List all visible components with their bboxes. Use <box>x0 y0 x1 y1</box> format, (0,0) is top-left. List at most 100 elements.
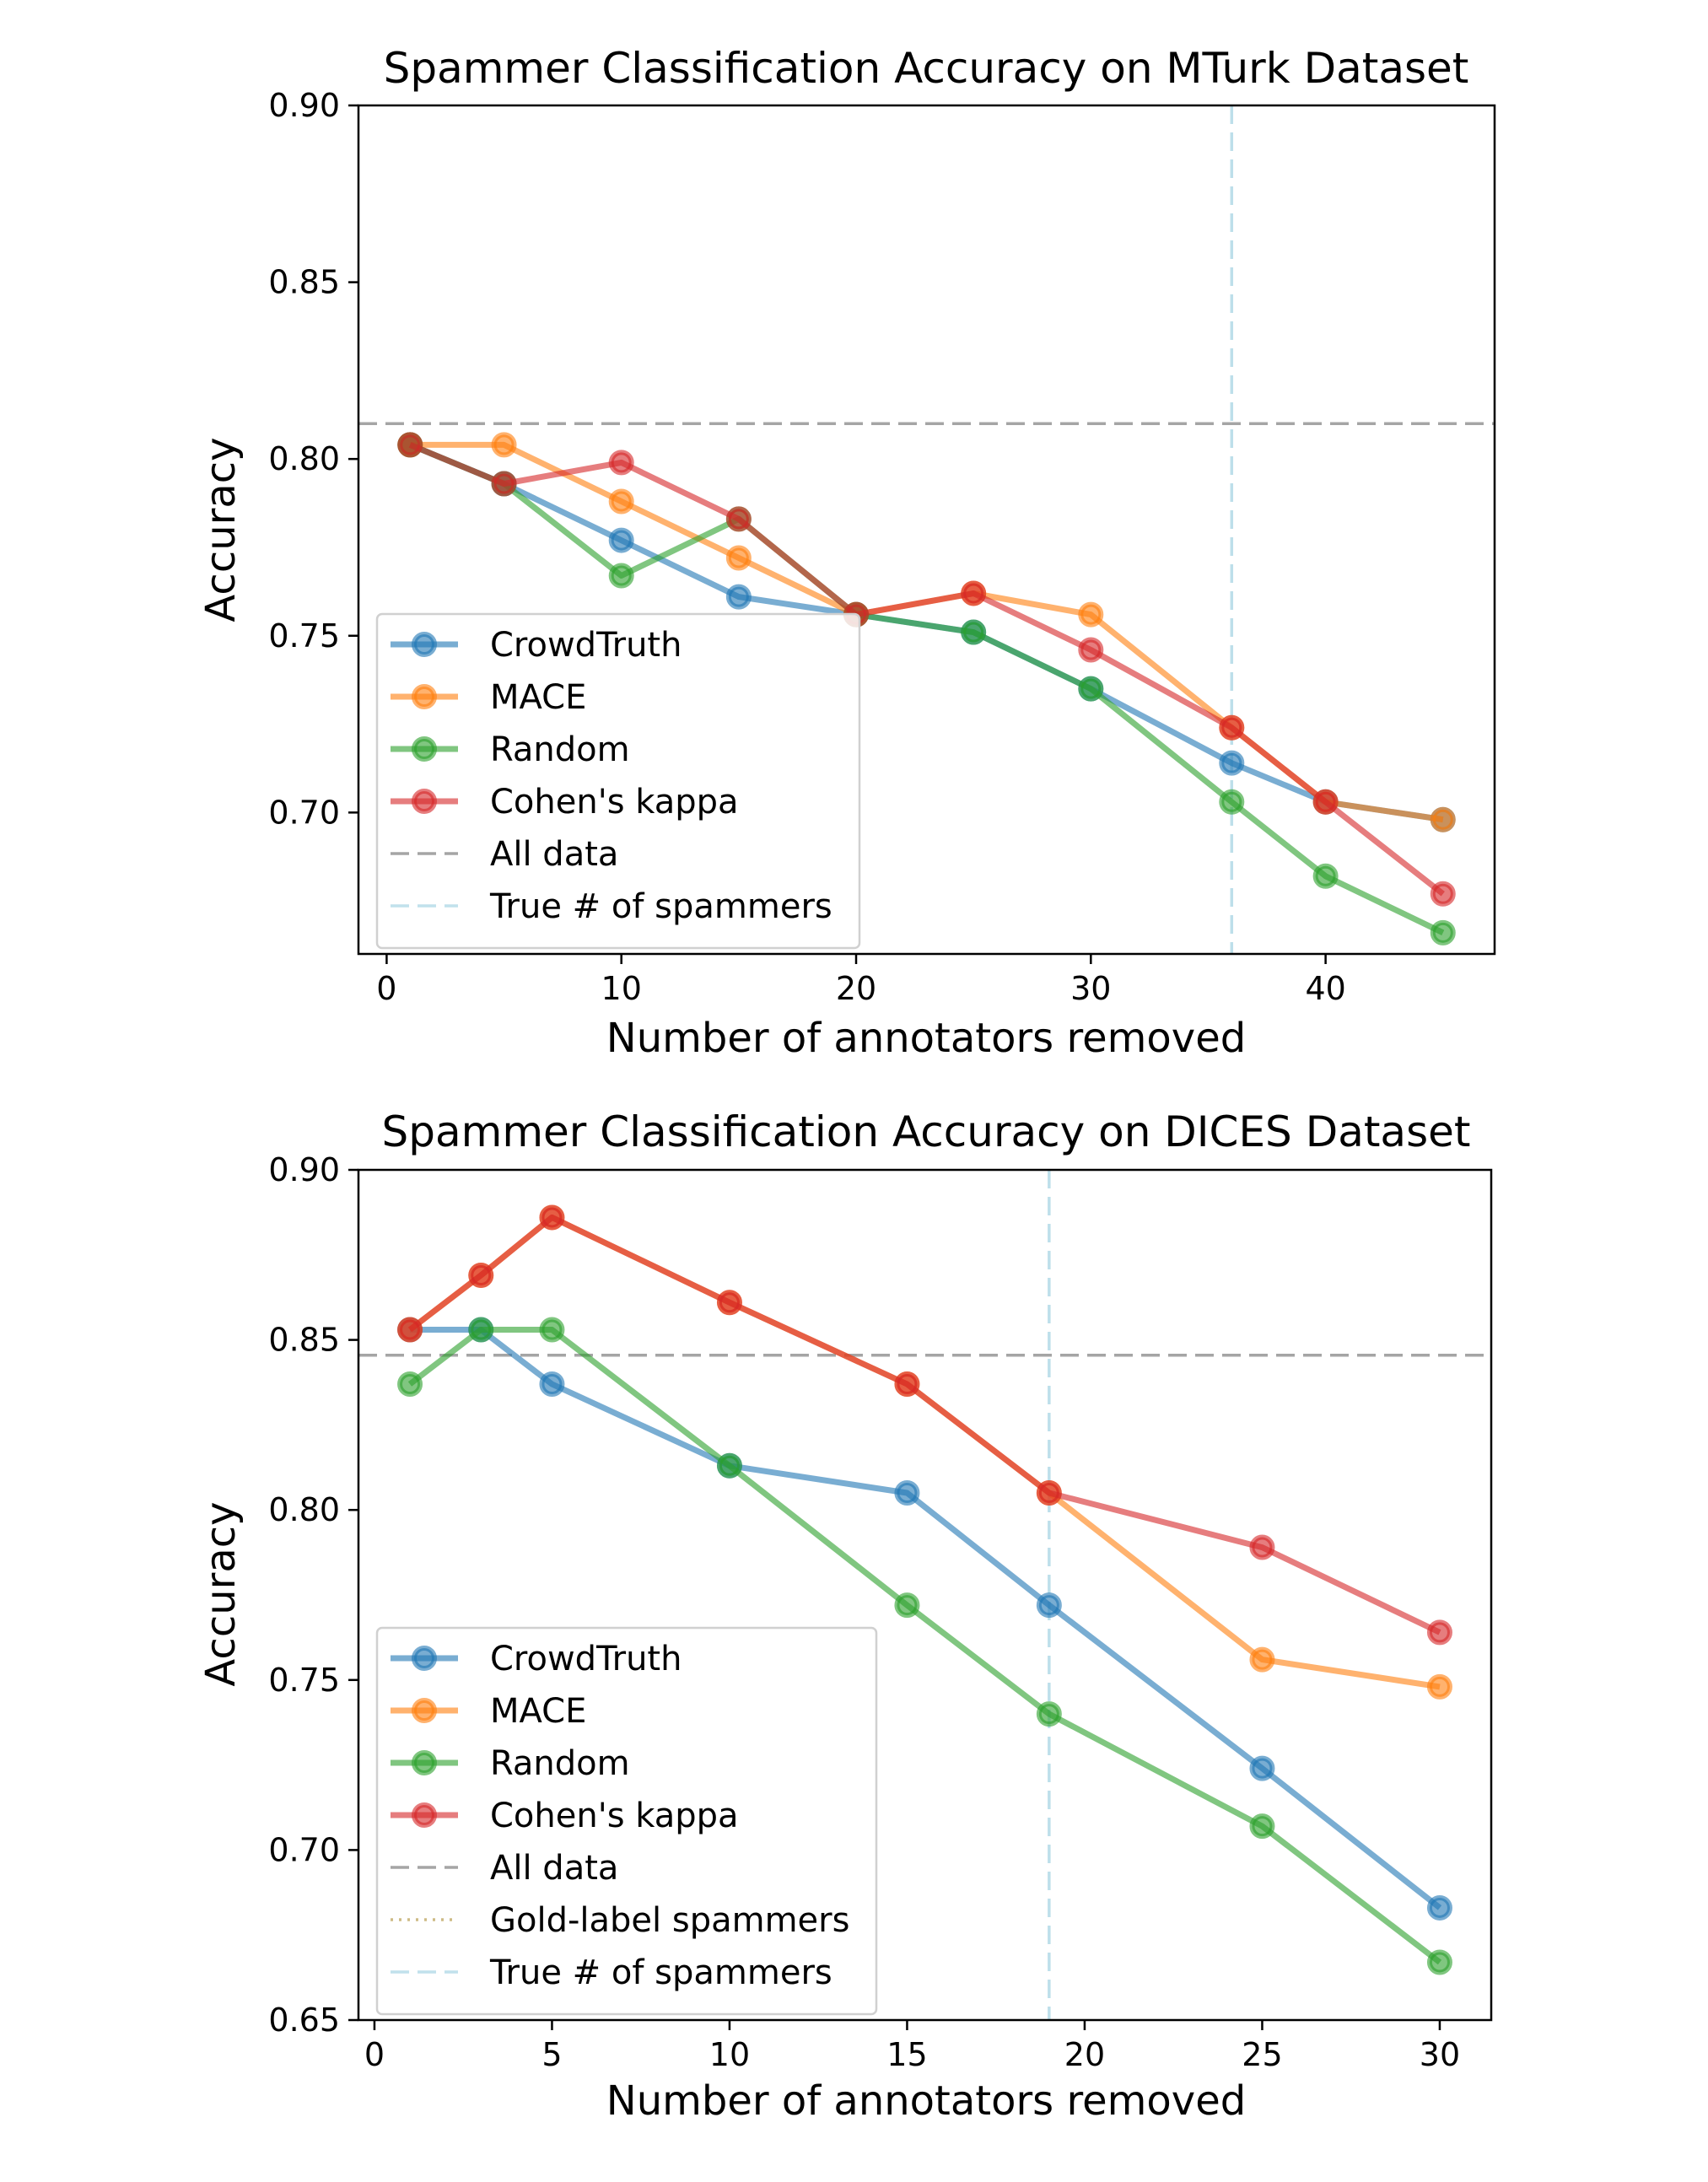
data-point <box>894 1480 920 1506</box>
x-axis-label: Number of annotators removed <box>606 2077 1246 2125</box>
legend-marker <box>412 1698 437 1723</box>
legend-label: Cohen's kappa <box>490 783 739 822</box>
x-tick-label: 0 <box>376 970 396 1007</box>
data-point <box>1219 750 1245 776</box>
y-tick-label: 0.75 <box>268 617 340 655</box>
legend-entry: All data <box>391 1849 618 1888</box>
x-tick-label: 15 <box>886 2036 927 2073</box>
legend-entry: Gold-label spammers <box>391 1901 849 1940</box>
series-line <box>407 1214 1441 1635</box>
legend-label: Cohen's kappa <box>490 1797 739 1835</box>
legend-label: Random <box>490 1744 630 1783</box>
series-cohen-s-kappa <box>397 1204 1452 1646</box>
data-point <box>1219 789 1245 815</box>
y-tick-label: 0.90 <box>268 1151 340 1188</box>
data-point <box>397 1317 423 1343</box>
data-point <box>1036 1592 1062 1619</box>
data-point <box>397 1371 423 1398</box>
data-point <box>1426 1949 1452 1975</box>
mturk-chart: Spammer Classification Accuracy on MTurk… <box>197 44 1496 1062</box>
data-point <box>491 471 517 497</box>
data-point <box>1426 1673 1452 1700</box>
data-point <box>1426 1894 1452 1921</box>
legend-entry: MACE <box>391 1692 586 1731</box>
data-point <box>491 432 517 458</box>
data-point <box>894 1592 920 1619</box>
legend-entry: CrowdTruth <box>391 626 682 665</box>
data-point <box>1078 601 1104 628</box>
y-axis-label: Accuracy <box>197 437 245 622</box>
legend-label: True # of spammers <box>489 887 832 926</box>
legend: CrowdTruth MACE Random Cohen's kappa All dat… <box>375 612 861 950</box>
x-tick-label: 10 <box>709 2036 750 2073</box>
data-point <box>961 580 987 606</box>
data-point <box>468 1262 494 1288</box>
data-point <box>1249 1813 1275 1840</box>
plot-frame <box>357 1168 1493 2022</box>
data-point <box>716 1290 742 1316</box>
y-axis-label: Accuracy <box>197 1501 245 1686</box>
y-tick-label: 0.85 <box>268 264 340 301</box>
data-point <box>468 1317 494 1343</box>
legend-entry: Random <box>391 1744 630 1783</box>
legend: CrowdTruth MACE Random Cohen's kappa All dat… <box>375 1626 878 2016</box>
x-tick-label: 10 <box>601 970 642 1007</box>
y-tick-label: 0.80 <box>268 440 340 477</box>
data-point <box>608 488 634 515</box>
data-point <box>1078 637 1104 663</box>
legend-marker <box>412 789 437 814</box>
legend-box <box>375 612 861 950</box>
chart-title: Spammer Classification Accuracy on MTurk… <box>384 44 1469 93</box>
legend-label: Gold-label spammers <box>490 1901 849 1940</box>
data-point <box>1249 1755 1275 1781</box>
legend-entry: True # of spammers <box>391 887 832 926</box>
data-point <box>1249 1646 1275 1673</box>
legend-entry: Random <box>391 730 630 769</box>
data-point <box>1430 919 1456 946</box>
x-tick-label: 25 <box>1242 2036 1282 2073</box>
legend-label: MACE <box>490 1692 586 1731</box>
data-point <box>716 1452 742 1479</box>
legend-entry: True # of spammers <box>391 1953 832 1992</box>
x-tick-label: 20 <box>836 970 876 1007</box>
data-point <box>725 584 752 610</box>
legend-marker <box>412 1750 437 1775</box>
data-point <box>539 1317 565 1343</box>
x-tick-label: 20 <box>1064 2036 1105 2073</box>
legend-marker <box>412 1646 437 1671</box>
data-point <box>539 1371 565 1398</box>
chart-title: Spammer Classification Accuracy on DICES… <box>382 1107 1471 1156</box>
data-point <box>608 563 634 589</box>
legend-marker <box>412 736 437 762</box>
legend-label: CrowdTruth <box>490 626 682 665</box>
data-point <box>1312 863 1339 889</box>
data-point <box>894 1371 920 1398</box>
legend-label: MACE <box>490 678 586 717</box>
data-point <box>725 545 752 571</box>
x-tick-label: 0 <box>364 2036 385 2073</box>
data-point <box>1426 1619 1452 1646</box>
data-point <box>1312 789 1339 815</box>
legend-marker <box>412 1802 437 1828</box>
data-point <box>539 1204 565 1231</box>
data-point <box>961 619 987 645</box>
legend-marker <box>412 684 437 709</box>
series-line <box>408 442 1445 897</box>
legend-label: CrowdTruth <box>490 1640 682 1678</box>
legend-label: True # of spammers <box>489 1953 832 1992</box>
x-tick-label: 30 <box>1420 2036 1460 2073</box>
x-tick-label: 40 <box>1305 970 1345 1007</box>
legend-entry: CrowdTruth <box>391 1640 682 1678</box>
x-axis-label: Number of annotators removed <box>606 1015 1246 1062</box>
data-point <box>397 432 423 458</box>
data-point <box>725 506 752 532</box>
series-line <box>408 442 1445 935</box>
data-point <box>1036 1701 1062 1727</box>
data-point <box>1219 714 1245 741</box>
legend-label: All data <box>490 1849 618 1888</box>
x-tick-label: 30 <box>1070 970 1111 1007</box>
y-tick-label: 0.80 <box>268 1491 340 1528</box>
data-point <box>1036 1480 1062 1506</box>
data-point <box>1430 806 1456 832</box>
